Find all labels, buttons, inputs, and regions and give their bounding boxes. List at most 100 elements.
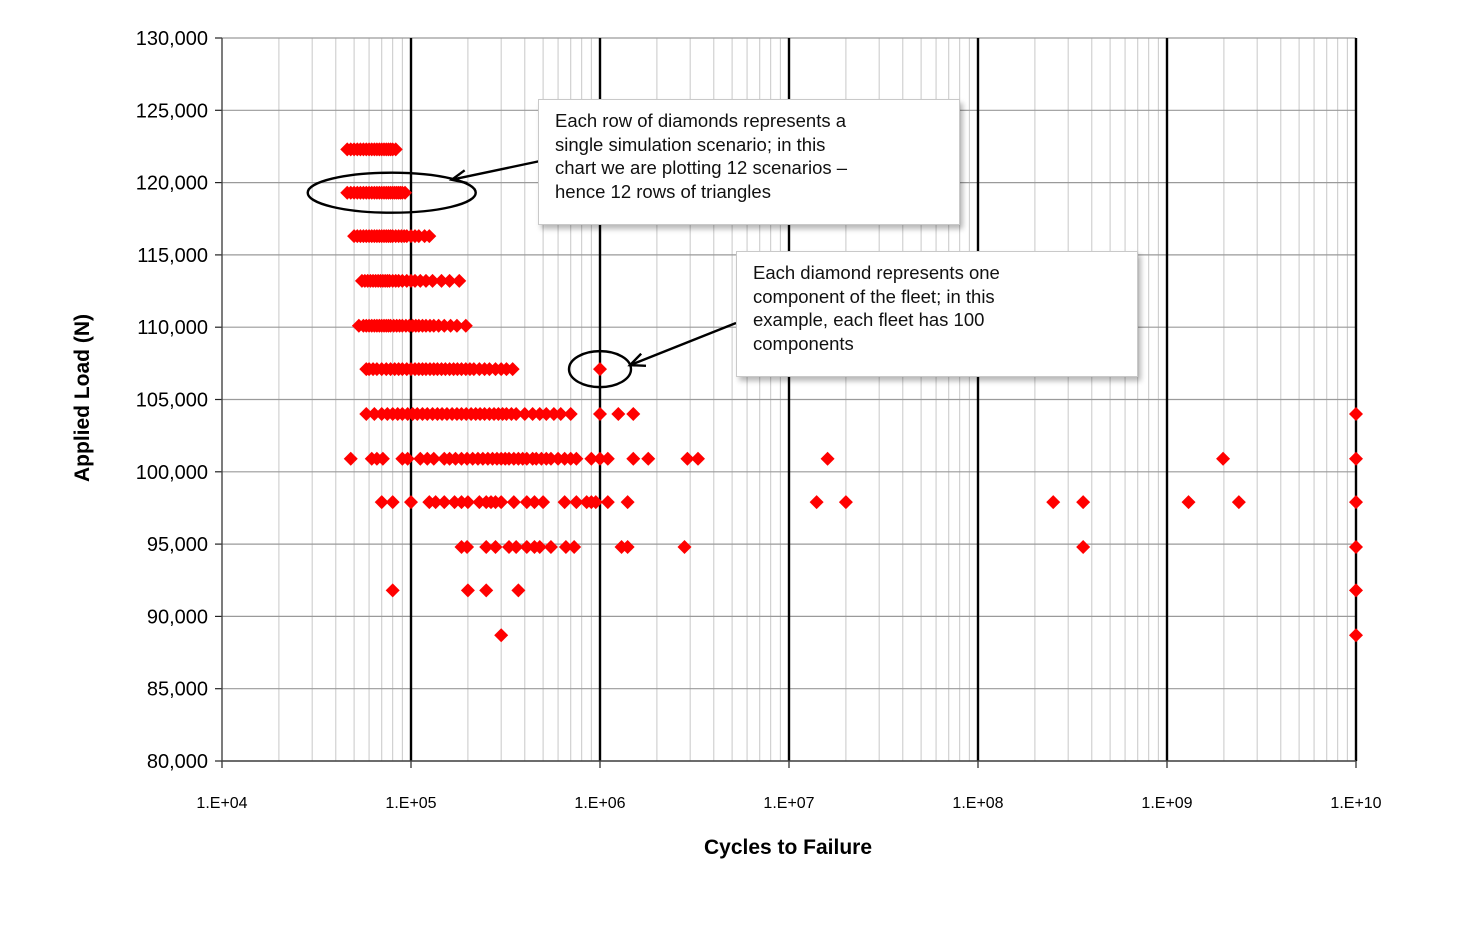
data-point [375, 451, 390, 466]
data-point [809, 495, 824, 510]
data-point [509, 539, 524, 554]
data-points [340, 142, 1363, 643]
data-point [1216, 451, 1231, 466]
callout-scenarios-line: single simulation scenario; in this [555, 133, 826, 155]
y-tick-label: 85,000 [147, 679, 208, 701]
data-point [479, 539, 494, 554]
y-tick-label: 80,000 [147, 751, 208, 773]
x-tick-label: 1.E+04 [196, 795, 247, 812]
callout-components-line: component of the fleet; in this [753, 285, 995, 307]
data-point [1231, 495, 1246, 510]
data-point [442, 273, 457, 288]
data-point [543, 539, 558, 554]
data-point [680, 451, 695, 466]
data-point [385, 583, 400, 598]
y-tick-label: 130,000 [136, 28, 208, 50]
x-tick-labels: 1.E+04 1.E+05 1.E+06 1.E+07 1.E+08 1.E+09 1.E+… [196, 795, 1381, 812]
data-point [1349, 539, 1363, 554]
data-point [569, 451, 584, 466]
callout-components-line: Each diamond represents one [753, 262, 1000, 283]
data-point [437, 495, 452, 510]
y-tick-label: 95,000 [147, 534, 208, 556]
y-tick-label: 110,000 [137, 317, 208, 339]
data-point [584, 451, 599, 466]
data-point [641, 451, 656, 466]
data-point [449, 318, 464, 333]
data-point [460, 583, 475, 598]
data-point [1349, 495, 1363, 510]
data-point [567, 539, 582, 554]
data-point [588, 495, 603, 510]
data-point [1046, 495, 1061, 510]
data-point [558, 539, 573, 554]
data-point [620, 495, 635, 510]
x-tick-label: 1.E+09 [1141, 795, 1192, 812]
data-point [569, 495, 584, 510]
data-point [557, 495, 572, 510]
data-point [458, 318, 473, 333]
data-point [525, 406, 540, 421]
x-tick-label: 1.E+06 [574, 795, 625, 812]
data-point [434, 273, 449, 288]
y-tick-labels: 80,000 85,000 90,000 95,000 100,000 105,000 11… [136, 28, 208, 773]
data-point [626, 406, 641, 421]
data-point [398, 185, 413, 200]
data-point [494, 628, 509, 643]
data-point [677, 539, 692, 554]
data-point [820, 451, 835, 466]
data-point [517, 406, 532, 421]
x-tick-label: 1.E+05 [385, 795, 436, 812]
y-tick-label: 100,000 [136, 462, 208, 484]
x-tick-label: 1.E+07 [763, 795, 814, 812]
data-point [543, 451, 558, 466]
annotation-arrowhead [627, 352, 647, 367]
x-tick-label: 1.E+08 [952, 795, 1003, 812]
data-point [388, 142, 403, 157]
callout-components-line: example, each fleet has 100 [753, 309, 985, 330]
annotation-markers [306, 158, 737, 389]
y-axis-title: Applied Load (N) [71, 314, 94, 482]
data-point [428, 495, 443, 510]
data-point [539, 406, 554, 421]
callout-scenarios-line: hence 12 rows of triangles [555, 180, 771, 202]
data-point [479, 583, 494, 598]
data-point [359, 406, 374, 421]
y-tick-label: 120,000 [136, 173, 208, 195]
data-point [838, 495, 853, 510]
data-point [1076, 495, 1091, 510]
data-point [506, 495, 521, 510]
data-point [511, 583, 526, 598]
data-point [1076, 539, 1091, 554]
data-point [1349, 451, 1363, 466]
x-axis-title: Cycles to Failure [704, 836, 872, 859]
callout-scenarios-line: chart we are plotting 12 scenarios – [555, 157, 848, 178]
annotation-ellipse [306, 171, 477, 214]
data-point [620, 539, 635, 554]
data-point [367, 406, 382, 421]
data-point [593, 406, 607, 421]
annotation-ellipse [567, 349, 633, 389]
data-point [404, 495, 418, 510]
data-point [425, 273, 440, 288]
y-tick-label: 115,000 [137, 245, 208, 267]
data-point [400, 451, 415, 466]
data-point [488, 539, 503, 554]
data-point [600, 451, 615, 466]
data-point [509, 406, 524, 421]
callout-components: Each diamond represents one component of… [736, 251, 1138, 377]
data-point [593, 362, 607, 377]
data-point [536, 495, 551, 510]
y-tick-label: 90,000 [147, 606, 208, 628]
data-point [426, 451, 441, 466]
x-tick-label: 1.E+10 [1330, 795, 1381, 812]
y-tick-label: 125,000 [136, 100, 208, 122]
annotation-arrow [451, 158, 546, 181]
data-point [1349, 628, 1363, 643]
data-point [1349, 583, 1363, 598]
data-point [505, 362, 520, 377]
data-point [593, 451, 607, 466]
data-point [563, 406, 578, 421]
data-point [611, 406, 626, 421]
data-point [519, 495, 534, 510]
data-point [519, 539, 534, 554]
